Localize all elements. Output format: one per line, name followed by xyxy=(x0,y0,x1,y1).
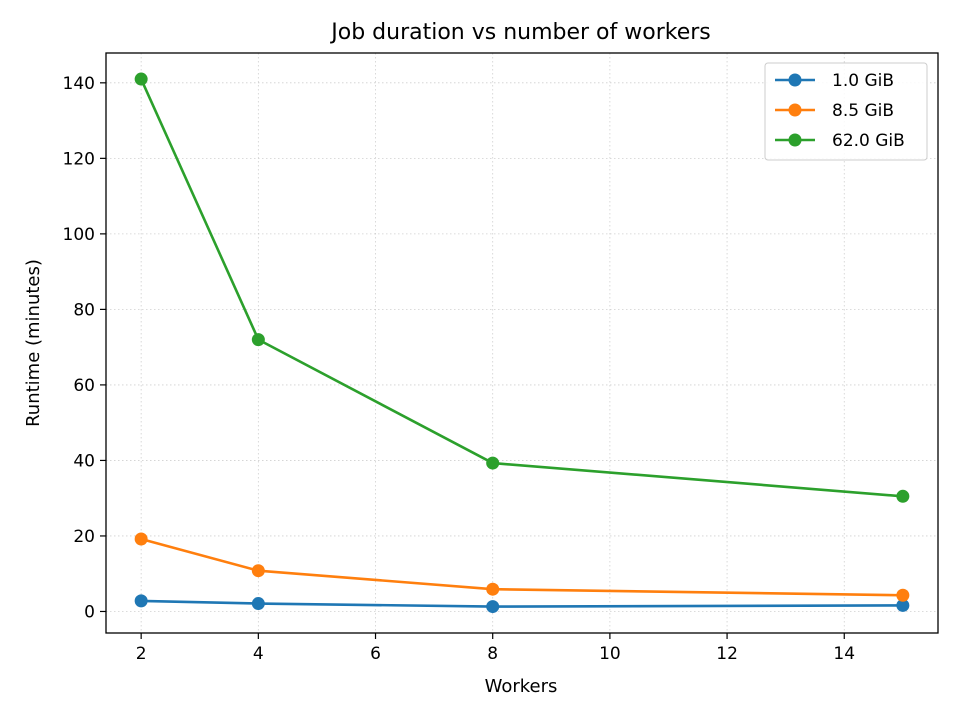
x-tick-label: 2 xyxy=(136,644,147,664)
series-line xyxy=(140,537,903,597)
y-tick-label: 120 xyxy=(63,149,95,169)
legend-marker xyxy=(788,73,802,87)
y-tick-label: 20 xyxy=(73,527,95,547)
data-point xyxy=(896,588,910,602)
y-axis-ticks: 0 20 40 60 80 100 120 140 xyxy=(63,74,106,622)
data-point xyxy=(896,598,910,612)
legend-box xyxy=(764,62,928,161)
data-point xyxy=(134,72,148,86)
data-point xyxy=(251,564,265,578)
data-point xyxy=(896,489,910,503)
x-tick-label: 8 xyxy=(487,644,498,664)
data-point xyxy=(251,333,265,347)
series-1-0-gib xyxy=(134,594,910,614)
legend-label: 1.0 GiB xyxy=(832,71,894,91)
y-tick-label: 0 xyxy=(84,602,95,622)
series-62-0-gib xyxy=(134,72,910,503)
x-tick-label: 12 xyxy=(716,644,738,664)
data-point xyxy=(251,597,265,611)
data-point xyxy=(486,456,500,470)
x-tick-label: 4 xyxy=(253,644,264,664)
y-axis-label: Runtime (minutes) xyxy=(23,259,44,427)
y-tick-label: 100 xyxy=(63,225,95,245)
legend-entry: 8.5 GiB xyxy=(775,101,894,121)
y-tick-label: 140 xyxy=(63,74,95,94)
data-point xyxy=(486,600,500,614)
x-tick-label: 6 xyxy=(370,644,381,664)
x-tick-label: 10 xyxy=(599,644,621,664)
plot-area-frame xyxy=(105,52,939,634)
legend-marker xyxy=(788,103,802,117)
data-point xyxy=(134,594,148,608)
x-axis-ticks: 2 4 6 8 10 12 14 xyxy=(136,633,855,664)
legend-items: 1.0 GiB 8.5 GiB 62.0 GiB xyxy=(775,71,905,151)
x-axis-label: Workers xyxy=(485,676,558,697)
legend-label: 62.0 GiB xyxy=(832,131,905,151)
legend-label: 8.5 GiB xyxy=(832,101,894,121)
y-tick-label: 40 xyxy=(73,451,95,471)
data-point xyxy=(486,582,500,596)
data-point xyxy=(134,532,148,546)
series-line xyxy=(141,599,903,608)
y-tick-label: 60 xyxy=(73,376,95,396)
legend-entry: 1.0 GiB xyxy=(775,71,894,91)
x-tick-label: 14 xyxy=(833,644,855,664)
legend-marker xyxy=(788,133,802,147)
legend: 1.0 GiB 8.5 GiB 62.0 GiB xyxy=(764,62,928,161)
y-tick-label: 80 xyxy=(73,300,95,320)
series-group xyxy=(134,72,910,614)
chart-title: Job duration vs number of workers xyxy=(329,20,711,45)
series-8-5-gib xyxy=(134,532,910,602)
series-line xyxy=(139,78,903,498)
legend-entry: 62.0 GiB xyxy=(775,131,905,151)
